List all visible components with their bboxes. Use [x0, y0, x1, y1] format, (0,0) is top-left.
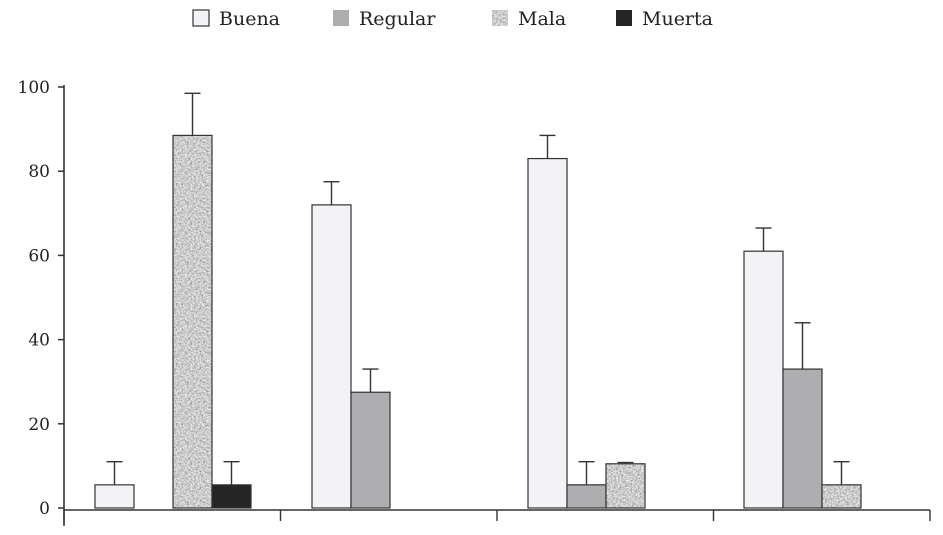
legend: Buena Regular Mala Muerta [192, 8, 713, 30]
legend-label-regular: Regular [359, 8, 436, 30]
bar-regular-3 [566, 484, 607, 509]
y-tick-label: 20 [28, 415, 50, 435]
legend-label-buena: Buena [219, 8, 280, 30]
legend-swatch-regular [333, 10, 349, 26]
y-tick-label: 100 [18, 78, 50, 98]
y-tick-label: 40 [28, 331, 50, 351]
bars [94, 134, 862, 509]
legend-swatch-mala [492, 10, 508, 26]
bar-buena-3 [527, 157, 568, 509]
bar-mala-4 [821, 484, 862, 509]
y-tick-label: 0 [39, 499, 50, 519]
y-tick-label: 60 [28, 246, 50, 266]
bar-regular-4 [782, 368, 823, 509]
bar-buena-2 [311, 204, 352, 509]
legend-swatch-muerta [616, 10, 632, 26]
legend-label-mala: Mala [518, 8, 566, 30]
legend-swatch-buena [192, 9, 210, 27]
bar-mala-3 [605, 463, 646, 509]
error-bars [106, 92, 850, 485]
bar-buena-1 [94, 484, 135, 509]
bar-mala-1 [172, 134, 213, 509]
y-ticks: 0 20 40 60 80 100 [18, 78, 64, 519]
legend-label-muerta: Muerta [642, 8, 713, 30]
bar-buena-4 [743, 250, 784, 509]
bar-muerta-1 [211, 484, 252, 509]
y-tick-label: 80 [28, 162, 50, 182]
x-ticks [63, 510, 931, 521]
bar-regular-2 [350, 391, 391, 509]
